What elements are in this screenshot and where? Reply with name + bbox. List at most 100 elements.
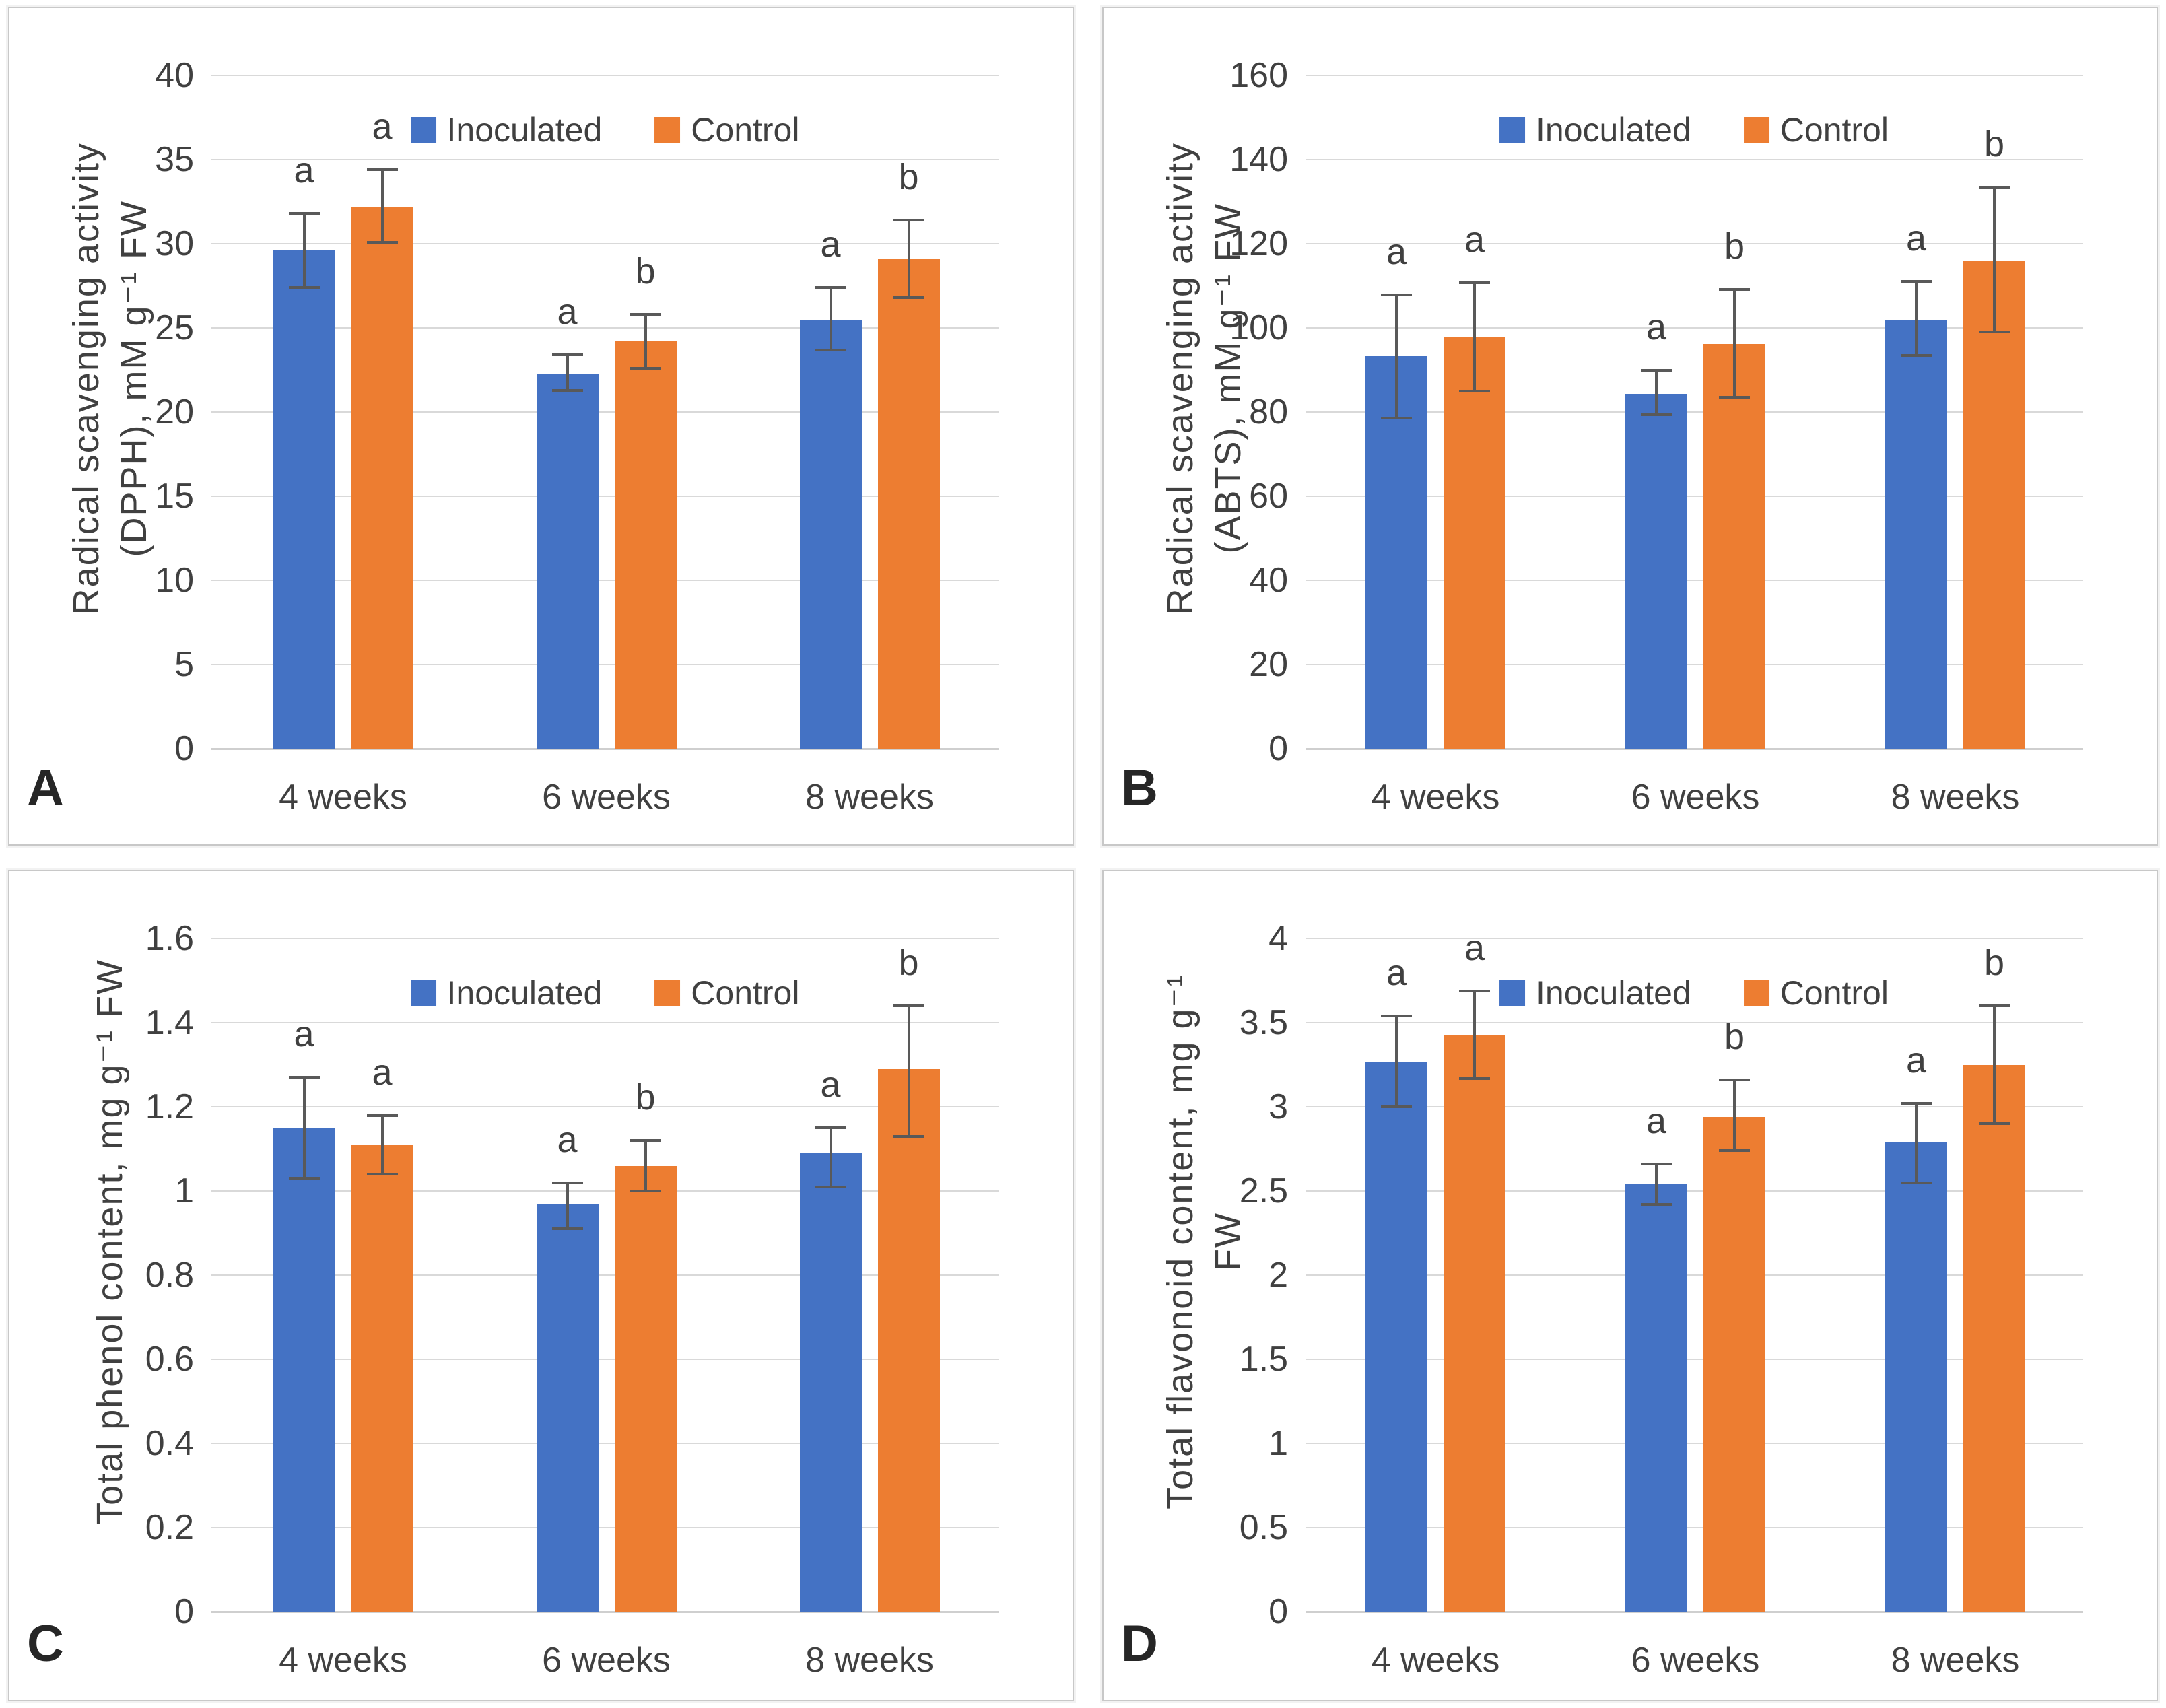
error-bar [566,1182,569,1229]
y-tick-label: 2 [1268,1256,1288,1295]
error-bar-cap [551,1227,583,1231]
x-tick-label: 4 weeks [1371,778,1500,817]
gridline [1306,1106,2083,1107]
gridline [1306,327,2083,329]
gridline [1306,938,2083,939]
significance-letter: a [294,150,314,191]
error-bar-cap [1979,185,2010,189]
error-bar-cap [288,212,320,215]
error-bar-cap [551,353,583,356]
legend-swatch [1499,980,1526,1006]
error-bar-cap [1641,413,1672,416]
x-axis-line [1306,1611,2083,1613]
significance-letter: a [372,106,393,147]
gridline [211,1527,999,1528]
gridline [1306,580,2083,581]
y-tick-label: 1.5 [1239,1340,1288,1379]
significance-letter: a [1464,219,1485,261]
x-tick-label: 6 weeks [1631,778,1760,817]
panel-letter: D [1121,1615,1158,1672]
error-bar [1733,289,1736,397]
error-bar [1915,1103,1918,1183]
error-bar [566,355,569,390]
significance-letter: b [1724,1017,1745,1057]
y-tick-label: 25 [155,308,194,347]
y-axis-title: Radical scavenging activity (ABTS), mM g⁻… [1112,8,1297,749]
y-tick-label: 5 [174,645,194,684]
gridline [211,327,999,329]
error-bar [1473,990,1476,1079]
bar-inoculated [536,1203,599,1612]
bar-control [1963,1064,2025,1612]
panel-C-phenol-chart: Total phenol content, mg g⁻¹ FW 1.6 1.4 1.… [8,870,1074,1701]
bar-control [1703,1117,1765,1612]
legend-swatch [1743,117,1769,143]
y-tick-label: 0 [174,729,194,768]
error-bar-cap [1459,390,1490,393]
error-bar-cap [1719,287,1750,291]
significance-letter: b [635,1077,656,1118]
panel-letter: B [1121,759,1158,817]
bar-control [877,259,940,749]
error-bar [1473,283,1476,392]
bar-control [1703,343,1765,749]
legend-item: Control [654,110,799,149]
gridline [1306,1527,2083,1528]
bar-control [614,341,677,749]
significance-letter: a [1386,953,1407,993]
x-tick-label: 6 weeks [542,1641,671,1680]
error-bar-cap [551,388,583,392]
significance-letter: a [820,1064,841,1105]
error-bar-cap [366,240,398,244]
legend: Inoculated Control [410,110,799,149]
error-bar-cap [1381,1015,1412,1017]
y-tick-label: 10 [155,561,194,600]
y-axis-title: Total phenol content, mg g⁻¹ FW [18,871,203,1612]
bar-control [1444,337,1505,749]
plot-area: 40 35 30 25 20 15 10 5 0 4 weeks a a 6 weeks a b 8 week… [155,56,999,817]
y-tick-label: 0.8 [145,1256,194,1295]
legend-item: Control [654,973,799,1013]
legend-label: Control [691,974,800,1012]
error-bar-cap [1641,369,1672,372]
bar-inoculated [799,319,862,749]
x-tick-label: 6 weeks [542,778,671,817]
error-bar-cap [288,286,320,289]
error-bar-cap [1719,395,1750,399]
error-bar-cap [1641,1163,1672,1165]
significance-letter: b [1724,226,1745,267]
plot-area: 160 140 120 100 80 60 40 20 0 4 weeks a a 6 weeks a b 8… [1229,56,2083,817]
significance-letter: a [1464,927,1485,968]
legend-item: Inoculated [1499,110,1691,149]
gridline [211,159,999,160]
error-bar-cap [1381,416,1412,419]
error-bar [380,170,384,242]
error-bar-cap [366,1114,398,1117]
bar-control [351,207,413,749]
error-bar-cap [1459,281,1490,285]
gridline [211,1022,999,1023]
y-tick-label: 4 [1268,919,1288,958]
legend-label: Control [691,111,800,149]
error-bar-cap [551,1181,583,1184]
y-tick-label: 20 [1249,645,1288,684]
y-tick-label: 1.6 [145,919,194,958]
error-bar-cap [815,1126,846,1130]
panel-letter: A [27,759,64,817]
y-tick-label: 2.5 [1239,1171,1288,1210]
x-tick-label: 4 weeks [279,1641,407,1680]
error-bar-cap [1979,331,2010,334]
error-bar [302,213,306,287]
gridline [1306,1190,2083,1192]
legend-swatch [654,117,681,143]
y-tick-label: 0.6 [145,1340,194,1379]
y-tick-label: 15 [155,477,194,516]
legend: Inoculated Control [1499,973,1889,1013]
significance-letter: a [1905,217,1927,259]
error-bar-cap [630,313,661,316]
plot-area: 1.6 1.4 1.2 1 0.8 0.6 0.4 0.2 0 4 weeks a a 6 weeks a… [145,919,999,1680]
x-tick-label: 8 weeks [805,1641,934,1680]
significance-letter: b [898,157,919,197]
significance-letter: a [557,292,578,332]
error-bar [644,314,647,368]
